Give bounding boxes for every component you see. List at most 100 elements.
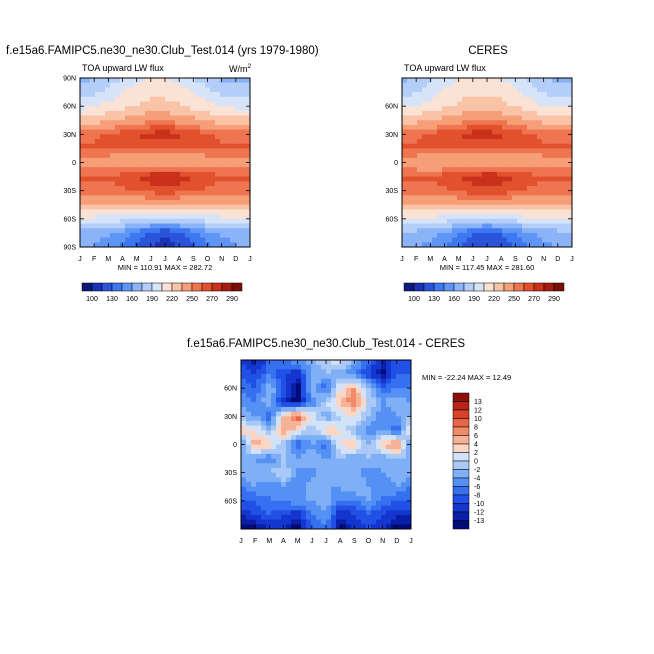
heatmap-cell (256, 369, 262, 375)
heatmap-cell (371, 364, 377, 370)
heatmap-cell (351, 524, 357, 530)
heatmap-cell (381, 467, 387, 474)
heatmap-cell (532, 115, 538, 121)
heatmap-cell (432, 139, 438, 145)
heatmap-cell (120, 87, 126, 93)
heatmap-cell (386, 482, 392, 488)
heatmap-cell (286, 397, 292, 403)
heatmap-cell (437, 110, 443, 116)
heatmap-cell (120, 101, 126, 107)
heatmap-cell (235, 101, 241, 107)
heatmap-cell (422, 171, 428, 177)
heatmap-cell (180, 218, 186, 224)
heatmap-cell (301, 406, 307, 413)
heatmap-cell (100, 190, 106, 196)
heatmap-cell (230, 87, 236, 93)
heatmap-cell (240, 204, 246, 210)
x-tick-label: D (555, 256, 560, 263)
heatmap-cell (447, 148, 453, 154)
heatmap-cell (507, 153, 513, 159)
x-tick-label: D (394, 538, 399, 545)
heatmap-cell (266, 416, 272, 422)
heatmap-cell (291, 453, 297, 459)
heatmap-cell (205, 232, 211, 239)
heatmap-cell (145, 167, 151, 173)
colorbar-label: 2 (474, 450, 478, 457)
heatmap-cell (402, 143, 408, 149)
heatmap-cell (100, 124, 106, 131)
heatmap-cell (125, 228, 131, 234)
heatmap-cell (437, 185, 443, 192)
heatmap-cell (125, 148, 131, 154)
heatmap-cell (447, 106, 453, 112)
heatmap-cell (230, 82, 236, 88)
heatmap-cell (507, 200, 513, 206)
heatmap-cell (210, 110, 216, 116)
heatmap-cell (246, 496, 252, 502)
heatmap-cell (245, 232, 251, 239)
heatmap-cell (296, 439, 302, 445)
heatmap-cell (401, 374, 407, 380)
heatmap-cell (482, 87, 488, 93)
heatmap-cell (391, 360, 397, 366)
heatmap-cell (240, 148, 246, 154)
heatmap-cell (165, 237, 171, 243)
heatmap-cell (256, 496, 262, 502)
heatmap-cell (291, 491, 297, 497)
heatmap-cell (527, 139, 533, 145)
heatmap-cell (321, 463, 327, 469)
heatmap-cell (557, 101, 563, 107)
heatmap-cell (532, 232, 538, 239)
heatmap-cell (462, 171, 468, 177)
heatmap-cell (251, 369, 257, 375)
heatmap-cell (110, 96, 116, 102)
colorbar-label: 160 (448, 296, 460, 303)
heatmap-cell (140, 110, 146, 116)
heatmap-cell (512, 200, 518, 206)
heatmap-cell (537, 209, 543, 215)
heatmap-cell (567, 129, 573, 135)
heatmap-cell (80, 190, 86, 196)
heatmap-cell (80, 87, 86, 93)
heatmap-cell (251, 421, 257, 427)
heatmap-cell (391, 416, 397, 422)
heatmap-cell (376, 444, 382, 450)
heatmap-cell (482, 153, 488, 159)
heatmap-cell (412, 134, 418, 140)
heatmap-cell (406, 482, 412, 488)
heatmap-cell (311, 360, 317, 366)
heatmap-cell (266, 374, 272, 380)
heatmap-cell (341, 435, 347, 441)
heatmap-cell (341, 524, 347, 530)
heatmap-cell (306, 383, 312, 389)
heatmap-cell (512, 228, 518, 234)
heatmap-cell (331, 439, 337, 445)
heatmap-cell (246, 392, 252, 398)
heatmap-cell (351, 500, 357, 506)
heatmap-cell (170, 96, 176, 102)
heatmap-cell (522, 200, 528, 206)
heatmap-cell (326, 383, 332, 389)
heatmap-cell (366, 383, 372, 389)
heatmap-cell (110, 232, 116, 239)
heatmap-cell (422, 237, 428, 243)
heatmap-cell (542, 96, 548, 102)
heatmap-cell (266, 369, 272, 375)
heatmap-cell (442, 153, 448, 159)
heatmap-cell (507, 129, 513, 135)
heatmap-cell (401, 421, 407, 427)
heatmap-cell (492, 185, 498, 192)
heatmap-cell (90, 167, 96, 173)
heatmap-cell (402, 228, 408, 234)
heatmap-cell (230, 153, 236, 159)
heatmap-cell (180, 143, 186, 149)
heatmap-cell (316, 463, 322, 469)
heatmap-cell (381, 378, 387, 384)
heatmap-cell (311, 364, 317, 370)
heatmap-cell (185, 148, 191, 154)
heatmap-cell (281, 477, 287, 483)
heatmap-cell (507, 232, 513, 239)
heatmap-cell (532, 204, 538, 210)
heatmap-cell (160, 143, 166, 149)
heatmap-cell (346, 514, 352, 521)
